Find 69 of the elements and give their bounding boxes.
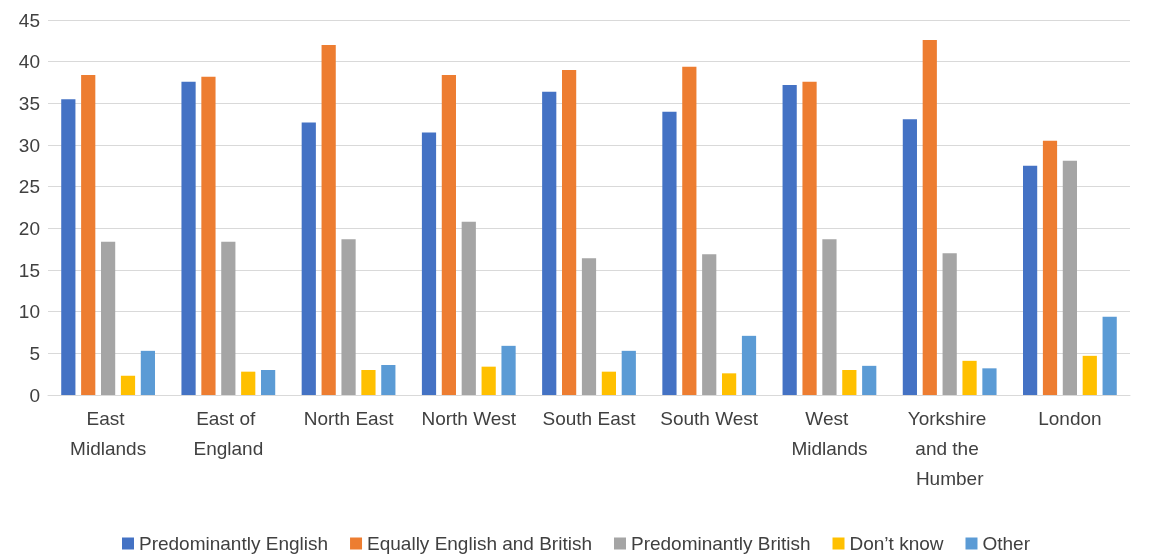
x-tick-label: East Midlands [70,407,147,459]
bar [702,254,717,395]
bar [241,371,256,395]
bar [140,350,155,395]
bar [962,360,977,395]
bar [120,375,136,395]
bar [741,335,757,395]
bar [802,81,817,395]
y-tick-label: 20 [18,217,40,239]
bar [621,350,636,395]
bar [1042,140,1058,395]
bar [942,253,957,395]
bar [982,368,997,395]
bar [201,76,216,395]
bar [682,66,697,395]
legend-label: Equally English and British [367,533,592,554]
y-tick-label: 25 [18,176,40,198]
bar [782,85,797,395]
bar [1082,355,1097,395]
x-tick-label: South East [542,407,637,429]
y-tick-label: 10 [18,301,40,323]
x-tick-label: North West [421,407,517,429]
x-tick-label: Yorkshire and the Humber [907,407,992,489]
bar [81,75,96,395]
bar [1102,316,1117,395]
y-tick-label: 35 [18,92,40,114]
bar [261,370,276,395]
bar [481,366,496,395]
bar [601,371,616,395]
bar [321,45,336,395]
bar [862,365,877,395]
legend-label: Don’t know [849,533,944,554]
x-tick-label: East of England [193,407,264,459]
bar [301,122,316,395]
bar [842,370,857,395]
bar [341,239,356,395]
bar [501,345,516,395]
bar [1023,165,1038,395]
y-tick-label: 15 [18,259,40,281]
bar [461,221,476,395]
bar [441,75,456,395]
x-tick-label: South West [660,407,759,429]
y-tick-label: 0 [29,384,40,406]
bar [421,132,437,395]
legend-label: Predominantly British [630,533,811,554]
legend-label: Predominantly English [138,533,329,554]
x-tick-label: North East [303,407,395,429]
bar [822,239,837,395]
bar [542,91,557,395]
bar [221,241,236,395]
legend-label: Other [982,533,1031,554]
y-tick-label: 30 [18,134,40,156]
bar [922,40,937,395]
y-tick-label: 5 [29,342,40,364]
bar [61,99,76,395]
bar [381,365,396,395]
bar [1062,160,1077,395]
bar [662,111,677,395]
x-tick-label: West Midlands [791,407,868,459]
bar [181,81,196,395]
bar [722,373,737,395]
bar [101,241,116,395]
bar [361,370,376,395]
y-tick-label: 40 [18,51,40,73]
x-tick-label: London [1038,407,1102,429]
bar [562,70,577,395]
bar [581,258,597,395]
y-tick-label: 45 [18,9,40,31]
bar [902,119,917,395]
